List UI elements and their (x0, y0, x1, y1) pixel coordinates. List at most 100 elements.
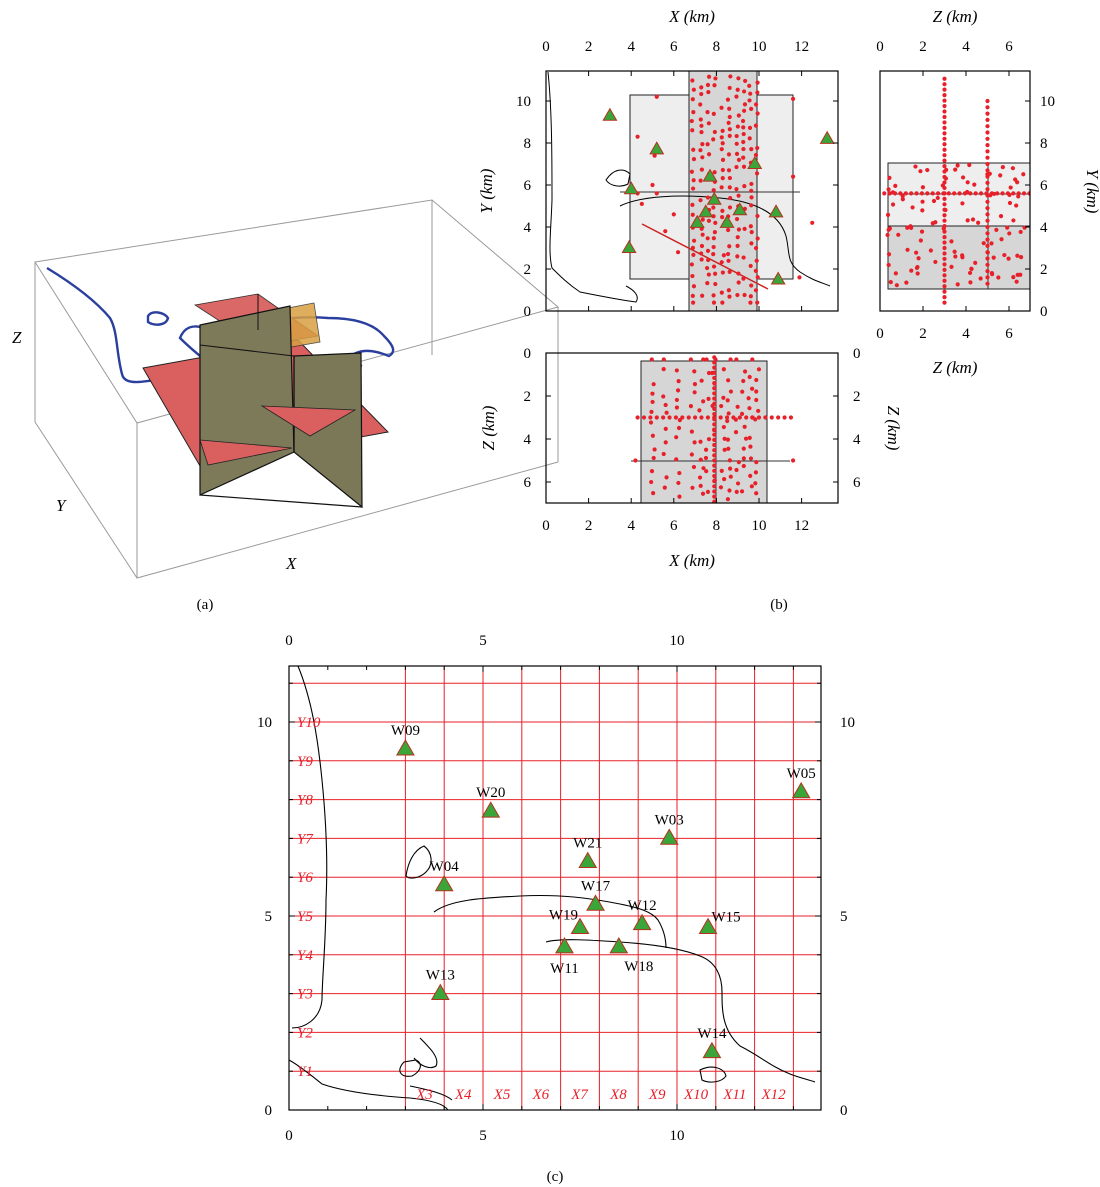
event-dot (900, 197, 905, 202)
xz-left-tick-label: 4 (524, 432, 532, 448)
event-dot (1011, 218, 1016, 223)
event-dot (719, 260, 724, 265)
station-label: W14 (697, 1026, 727, 1042)
event-dot (741, 255, 746, 260)
event-dot (690, 186, 696, 191)
event-dot (940, 183, 945, 188)
event-dot (711, 252, 716, 257)
event-dot (754, 258, 759, 263)
c-left-tick-label: 5 (265, 909, 273, 925)
event-dot (782, 415, 787, 420)
event-dot (736, 459, 741, 465)
event-dot (737, 415, 742, 420)
event-dot (747, 374, 752, 380)
station-label: W05 (787, 766, 816, 782)
event-dot (1008, 185, 1013, 190)
event-dot (727, 205, 733, 210)
x-grid-label: X12 (761, 1087, 787, 1103)
event-dot (985, 130, 990, 135)
event-dot (649, 469, 655, 474)
event-dot (733, 429, 739, 435)
event-dot (735, 404, 740, 409)
event-dot (942, 164, 947, 169)
event-dot (734, 164, 739, 170)
event-dot (711, 205, 716, 210)
event-dot (699, 85, 704, 90)
event-dot (753, 152, 759, 158)
event-dot (690, 78, 695, 83)
event-dot (706, 370, 712, 376)
event-dot (985, 180, 990, 185)
event-dot (742, 226, 747, 231)
event-dot (712, 468, 717, 473)
event-dot (733, 417, 738, 422)
station-label: W20 (476, 785, 505, 801)
station-label: W03 (655, 812, 684, 828)
event-dot (744, 415, 749, 420)
event-dot (914, 191, 919, 196)
y-grid-label: Y1 (297, 1064, 313, 1080)
event-dot (663, 402, 668, 408)
xz-right-tick-label: 4 (853, 432, 861, 448)
event-dot (914, 265, 920, 271)
x-grid-label: X10 (683, 1087, 709, 1103)
event-dot (747, 98, 752, 103)
event-dot (984, 191, 989, 196)
event-dot (942, 262, 947, 267)
event-dot (728, 474, 733, 479)
event-dot (652, 447, 657, 452)
event-dot (985, 199, 990, 204)
event-dot (654, 94, 659, 99)
event-dot (697, 475, 703, 480)
event-dot (712, 473, 717, 479)
xz-x-tick-label: 8 (713, 518, 721, 534)
event-dot (989, 241, 994, 246)
event-dot (1007, 192, 1012, 197)
event-dot (942, 120, 947, 125)
event-dot (985, 275, 990, 280)
event-dot (749, 484, 754, 489)
event-dot (691, 284, 697, 289)
event-dot (725, 251, 731, 257)
event-dot (719, 290, 724, 295)
event-dot (942, 136, 947, 141)
event-dot (706, 74, 712, 79)
event-dot (942, 125, 947, 130)
station-marker (555, 937, 574, 954)
event-dot (712, 411, 717, 417)
event-dot (734, 94, 739, 99)
station-label: W09 (391, 723, 420, 739)
event-dot (749, 181, 754, 187)
event-dot (1021, 191, 1027, 196)
event-dot (691, 87, 696, 92)
event-dot (1018, 255, 1024, 260)
station-label: W21 (573, 836, 602, 852)
event-dot (633, 458, 638, 463)
event-dot (788, 415, 794, 420)
event-dot (700, 217, 705, 222)
event-dot (736, 227, 742, 232)
event-dot (676, 480, 681, 486)
c-right-tick-label: 5 (840, 909, 848, 925)
event-dot (712, 494, 717, 499)
event-dot (735, 481, 741, 486)
event-dot (754, 377, 759, 383)
event-dot (968, 280, 973, 285)
xz-x-tick-label: 0 (542, 518, 550, 534)
event-dot (931, 198, 937, 204)
event-dot (726, 120, 731, 125)
event-dot (965, 180, 970, 185)
event-dot (691, 156, 697, 162)
event-dot (727, 466, 733, 471)
event-dot (915, 271, 920, 276)
event-dot (725, 418, 730, 424)
station-marker (623, 181, 639, 195)
event-dot (942, 278, 947, 283)
event-dot (1000, 191, 1005, 196)
event-dot (711, 188, 716, 193)
event-dot (985, 155, 990, 160)
event-dot (942, 114, 947, 120)
event-dot (712, 484, 717, 489)
event-dot (721, 395, 726, 400)
xy-x-tick-label: 2 (585, 39, 593, 55)
